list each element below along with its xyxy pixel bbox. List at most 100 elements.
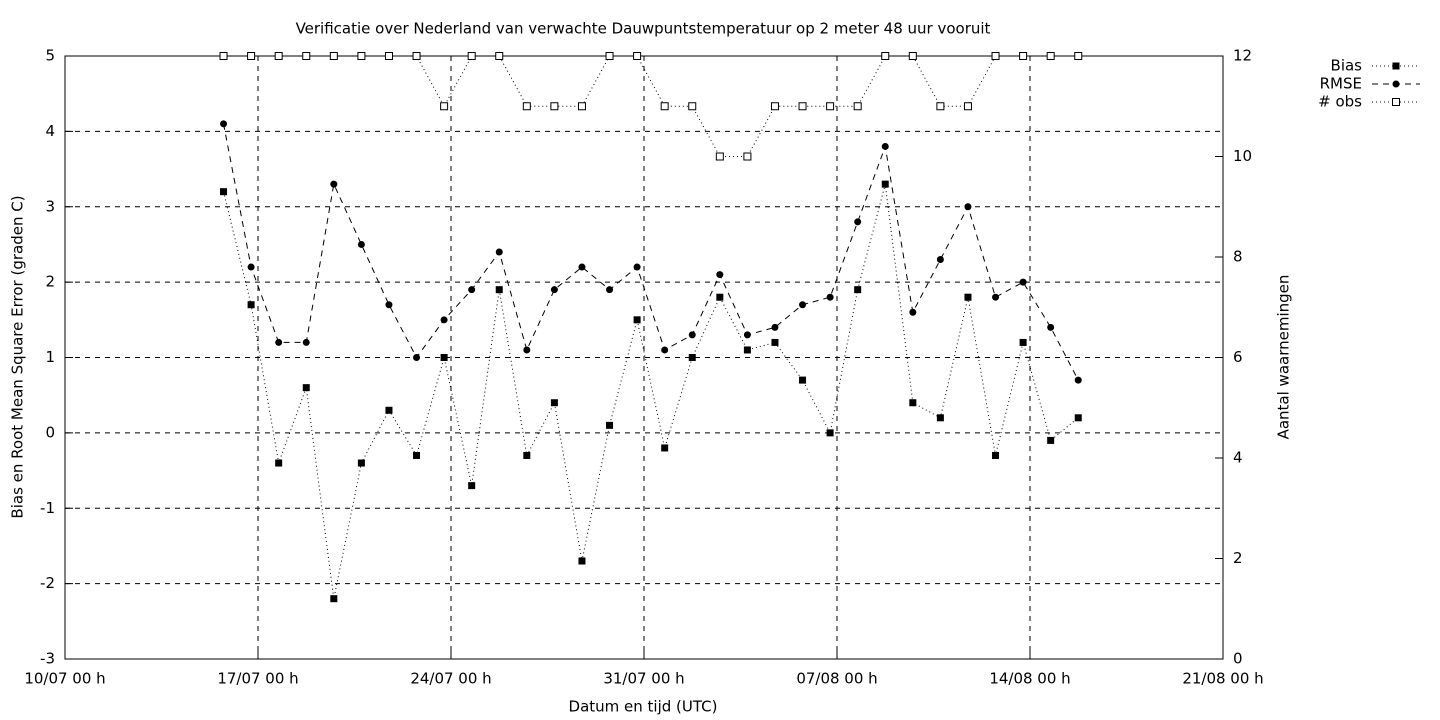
data-point: [357, 240, 365, 248]
data-point: [826, 102, 835, 111]
data-point: [219, 52, 228, 60]
data-point: [661, 346, 669, 354]
data-point: [909, 399, 917, 407]
data-point: [1047, 436, 1055, 444]
data-point: [881, 52, 890, 60]
data-point: [770, 102, 779, 111]
data-point: [771, 323, 779, 331]
y-tick-label: 2: [45, 273, 55, 291]
data-point: [991, 52, 1000, 60]
data-point: [799, 376, 807, 384]
y2-tick-label: 12: [1233, 47, 1252, 65]
data-point: [1047, 323, 1055, 331]
data-point: [468, 482, 476, 490]
data-point: [357, 52, 366, 60]
data-point: [330, 595, 338, 603]
data-point: [853, 102, 862, 111]
data-point: [578, 557, 586, 565]
data-point: [660, 102, 669, 111]
y2-tick-label: 2: [1233, 549, 1243, 567]
data-point: [385, 406, 393, 414]
legend-marker: [1392, 98, 1400, 106]
data-point: [578, 263, 586, 271]
data-point: [550, 399, 558, 407]
data-point: [330, 180, 338, 188]
data-point: [302, 338, 310, 346]
data-point: [247, 263, 255, 271]
data-point: [413, 354, 421, 361]
data-point: [467, 52, 476, 60]
series-line: [223, 184, 1079, 599]
y2-tick-label: 4: [1233, 449, 1243, 467]
series-line: [223, 123, 1079, 381]
chart-title: Verificatie over Nederland van verwachte…: [296, 20, 991, 38]
data-point: [964, 293, 972, 301]
data-point: [688, 102, 697, 111]
data-point: [661, 444, 669, 452]
data-point: [633, 52, 642, 60]
x-tick-label: 10/07 00 h: [24, 670, 105, 688]
data-point: [220, 120, 228, 128]
data-point: [247, 301, 255, 309]
data-point: [1019, 52, 1028, 60]
data-point: [633, 316, 641, 324]
data-point: [550, 286, 558, 294]
x-tick-label: 31/07 00 h: [603, 670, 684, 688]
data-point: [302, 52, 311, 60]
y2-tick-label: 6: [1233, 348, 1243, 366]
y-tick-label: 4: [45, 122, 55, 140]
data-point: [1074, 376, 1082, 384]
data-point: [413, 451, 421, 459]
data-point: [275, 338, 283, 346]
data-point: [274, 52, 283, 60]
data-point: [688, 331, 696, 339]
data-point: [1074, 414, 1082, 422]
y-tick-label: 5: [45, 47, 55, 65]
data-point: [743, 331, 751, 339]
data-point: [522, 102, 531, 111]
data-point: [357, 459, 365, 467]
x-axis-label: Datum en tijd (UTC): [569, 698, 718, 716]
x-tick-label: 17/07 00 h: [217, 670, 298, 688]
data-point: [247, 52, 256, 60]
y2-tick-label: 10: [1233, 147, 1252, 165]
x-tick-label: 21/08 00 h: [1182, 670, 1263, 688]
data-point: [440, 316, 448, 324]
data-point: [716, 293, 724, 301]
data-point: [412, 52, 421, 60]
data-point: [1046, 52, 1055, 60]
y-tick-label: 1: [45, 348, 55, 366]
data-point: [440, 354, 448, 361]
data-point: [936, 102, 945, 111]
data-point: [908, 52, 917, 60]
legend-label: # obs: [1318, 93, 1362, 111]
legend-label: RMSE: [1320, 75, 1362, 93]
data-point: [275, 459, 283, 467]
data-point: [606, 286, 614, 294]
data-point: [881, 142, 889, 150]
data-point: [716, 271, 724, 279]
data-point: [854, 218, 862, 226]
x-tick-label: 07/08 00 h: [796, 670, 877, 688]
y-tick-label: -1: [40, 499, 55, 517]
data-point: [826, 429, 834, 437]
data-point: [605, 52, 614, 60]
data-point: [577, 102, 586, 111]
data-point: [220, 188, 228, 196]
data-point: [992, 451, 1000, 459]
x-tick-label: 14/08 00 h: [989, 670, 1070, 688]
legend-label: Bias: [1331, 57, 1363, 75]
data-point: [1074, 52, 1083, 60]
series-line: [223, 55, 1079, 157]
data-point: [523, 346, 531, 354]
data-point: [550, 102, 559, 111]
data-point: [771, 338, 779, 346]
y-tick-label: -2: [40, 574, 55, 592]
data-point: [936, 256, 944, 264]
data-point: [964, 203, 972, 211]
data-point: [881, 180, 889, 188]
y-tick-label: 3: [45, 197, 55, 215]
data-point: [936, 414, 944, 422]
